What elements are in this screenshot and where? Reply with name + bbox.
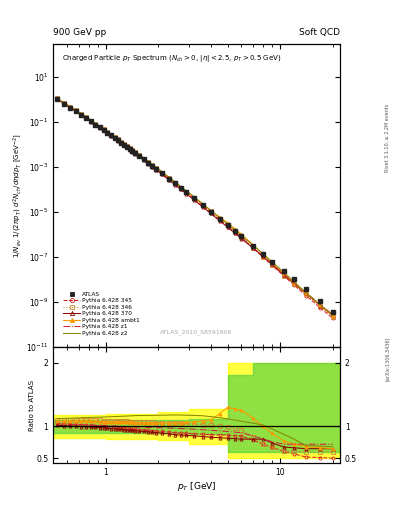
Text: ATLAS_2010_S8591806: ATLAS_2010_S8591806 (160, 329, 233, 335)
Text: Rivet 3.1.10, ≥ 2.2M events: Rivet 3.1.10, ≥ 2.2M events (385, 104, 390, 173)
Y-axis label: Ratio to ATLAS: Ratio to ATLAS (29, 379, 35, 431)
Legend: ATLAS, Pythia 6.428 345, Pythia 6.428 346, Pythia 6.428 370, Pythia 6.428 ambt1,: ATLAS, Pythia 6.428 345, Pythia 6.428 34… (62, 290, 141, 338)
Text: Charged Particle $p_T$ Spectrum ($N_{ch} > 0$, $|\eta| < 2.5$, $p_T > 0.5$ GeV): Charged Particle $p_T$ Spectrum ($N_{ch}… (62, 53, 281, 63)
Y-axis label: $1/N_{ev}$ $1/(2\pi p_T)$ $d^2N_{ch}/d\eta dp_T$ [GeV$^{-2}$]: $1/N_{ev}$ $1/(2\pi p_T)$ $d^2N_{ch}/d\e… (11, 133, 24, 258)
Text: 900 GeV pp: 900 GeV pp (53, 28, 106, 37)
Text: [arXiv:1306.3436]: [arXiv:1306.3436] (385, 336, 390, 380)
Text: Soft QCD: Soft QCD (299, 28, 340, 37)
X-axis label: $p_T$ [GeV]: $p_T$ [GeV] (177, 480, 216, 493)
